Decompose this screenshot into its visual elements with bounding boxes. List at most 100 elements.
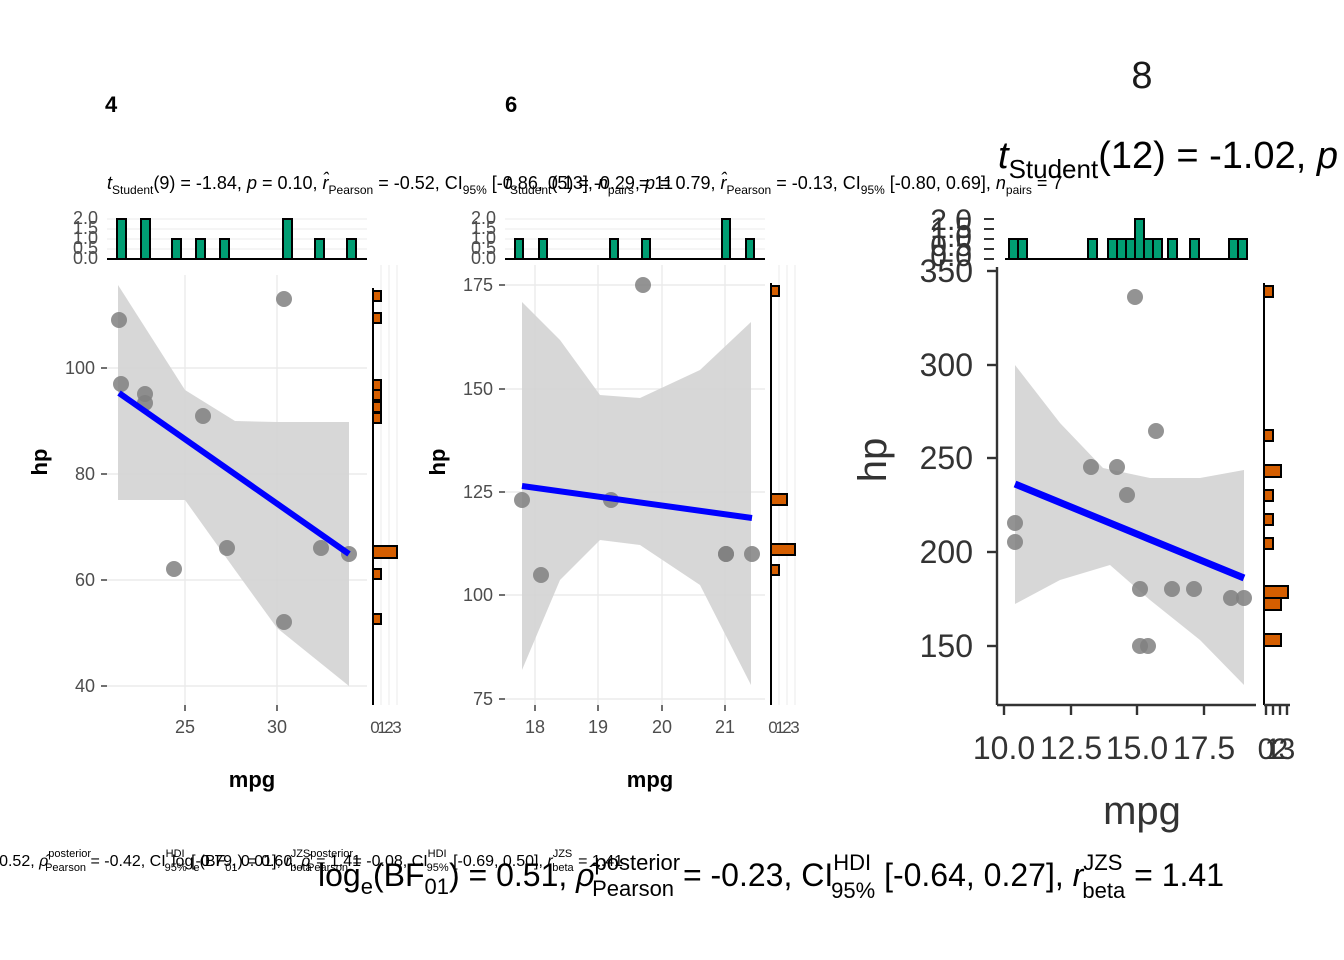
y-axis-label: hp: [27, 449, 52, 476]
y-tick-label: 40: [75, 676, 95, 696]
data-point: [195, 408, 211, 424]
x-tick-label: 12.5: [1040, 730, 1102, 766]
x-hist-bar: [1017, 238, 1028, 260]
data-point: [113, 376, 129, 392]
confidence-band: [1015, 365, 1244, 685]
panel-title: 8: [1131, 55, 1152, 97]
x-hist-bar: [1189, 238, 1200, 260]
panel-cyl-6: 6 tStudent(5) = -0.29, p = 0.79, r̂Pears…: [172, 92, 1062, 874]
y-hist-bar: [1263, 597, 1282, 611]
x-hist-bar: [1107, 238, 1118, 260]
data-point: [1083, 459, 1099, 475]
x-tick-label: 18: [525, 717, 545, 737]
y-hist-tick-label: 3: [790, 718, 799, 737]
y-tick-label: 60: [75, 570, 95, 590]
x-hist-tick-2.0: 2.0: [73, 208, 98, 228]
data-point: [111, 312, 127, 328]
x-hist-bar: [1134, 218, 1145, 260]
panel-title: 4: [105, 92, 118, 117]
x-hist-tick-1.5: 1.5: [471, 218, 496, 238]
x-hist-bar: [1152, 238, 1163, 260]
panel-cyl-8: 8 tStudent(12) = -1.02, p = 0.33, r̂Pear…: [318, 55, 1344, 903]
data-point: [718, 546, 734, 562]
x-hist-tick-0.5: 0.5: [930, 230, 972, 263]
y-tick-label: 300: [920, 347, 973, 383]
x-hist-tick-1.0: 1.0: [73, 228, 98, 248]
data-point: [1132, 638, 1148, 654]
x-tick-label: 25: [175, 717, 195, 737]
y-hist-bar: [372, 389, 382, 401]
y-tick-label: 150: [463, 379, 493, 399]
y-tick-label: 250: [920, 440, 973, 476]
panel-subtitle: tStudent(9) = -1.84, p = 0.10, r̂Pearson…: [107, 172, 673, 197]
y-tick-label: 200: [920, 534, 973, 570]
y-hist-tick-label: 0: [370, 718, 379, 737]
x-hist-bar: [1167, 238, 1178, 260]
y-hist-bar: [770, 493, 788, 506]
y-hist-tick-label: 2: [1272, 733, 1289, 766]
y-hist-bar: [1263, 464, 1282, 478]
y-tick-label: 125: [463, 482, 493, 502]
x-hist-bar: [721, 218, 731, 260]
y-hist-tick-label: 1: [1265, 733, 1282, 766]
x-hist-tick-1.0: 1.0: [471, 228, 496, 248]
x-hist-bar: [1228, 238, 1239, 260]
x-marginal-histogram: 2.0 1.5 1.0 0.5 0.0: [471, 208, 765, 268]
data-point: [514, 492, 530, 508]
data-point: [1119, 487, 1135, 503]
data-point: [313, 540, 329, 556]
confidence-band: [522, 302, 751, 685]
plot-area: 150 200 250 300 350 10.0 12.5 15.0 17.5 …: [851, 253, 1256, 833]
y-hist-bar: [770, 564, 780, 576]
x-axis-label: mpg: [627, 767, 673, 792]
x-hist-tick-0.0: 0.0: [930, 240, 972, 273]
x-hist-tick-0.5: 0.5: [471, 238, 496, 258]
y-hist-tick-label: 3: [392, 718, 401, 737]
y-hist-bar: [372, 379, 382, 391]
y-hist-bar: [1263, 513, 1274, 526]
x-tick-label: 15.0: [1106, 730, 1168, 766]
x-tick-label: 20: [652, 717, 672, 737]
y-hist-bar: [1263, 585, 1289, 599]
y-tick-label: 350: [920, 253, 973, 289]
y-tick-label: 100: [463, 585, 493, 605]
panel-caption: loge(BF01) = 0.51, ρ̂posterior Pearson = …: [318, 850, 1224, 903]
data-point: [1186, 581, 1202, 597]
x-tick-label: 17.5: [1173, 730, 1235, 766]
y-hist-bar: [372, 312, 382, 324]
regression-line: [521, 483, 753, 521]
x-hist-bar: [195, 238, 206, 260]
y-hist-bar: [372, 401, 382, 413]
x-hist-tick-1.5: 1.5: [930, 212, 972, 245]
x-hist-bar: [514, 238, 524, 260]
x-hist-tick-0.5: 0.5: [73, 238, 98, 258]
data-point: [1007, 515, 1023, 531]
y-hist-tick-label: 3: [1279, 733, 1296, 766]
x-hist-bar: [314, 238, 325, 260]
x-hist-bar: [116, 218, 127, 260]
data-point: [1109, 459, 1125, 475]
y-hist-bar: [372, 545, 398, 559]
panel-caption: loge(BF01) = 0.60, ρ̂posterior Pearson = …: [172, 848, 623, 874]
y-hist-bar: [372, 290, 382, 302]
y-hist-bar: [372, 613, 382, 625]
data-point: [219, 540, 235, 556]
x-hist-bar: [140, 218, 151, 260]
x-hist-bar: [346, 238, 357, 260]
panel-cyl-4: 4 tStudent(9) = -1.84, p = 0.10, r̂Pears…: [0, 92, 673, 874]
data-point: [1007, 534, 1023, 550]
x-hist-tick-1.5: 1.5: [73, 218, 98, 238]
data-point: [744, 546, 760, 562]
y-hist-tick-label: 0: [1258, 733, 1275, 766]
data-point: [1132, 581, 1148, 597]
y-hist-bar: [372, 568, 382, 580]
y-tick-label: 100: [65, 358, 95, 378]
y-hist-tick-label: 1: [377, 718, 386, 737]
y-hist-bar: [1263, 537, 1274, 550]
y-hist-bar: [1263, 285, 1274, 298]
data-point: [1148, 423, 1164, 439]
x-hist-bar: [219, 238, 230, 260]
x-hist-tick-1.0: 1.0: [930, 221, 972, 254]
data-point: [1164, 581, 1180, 597]
